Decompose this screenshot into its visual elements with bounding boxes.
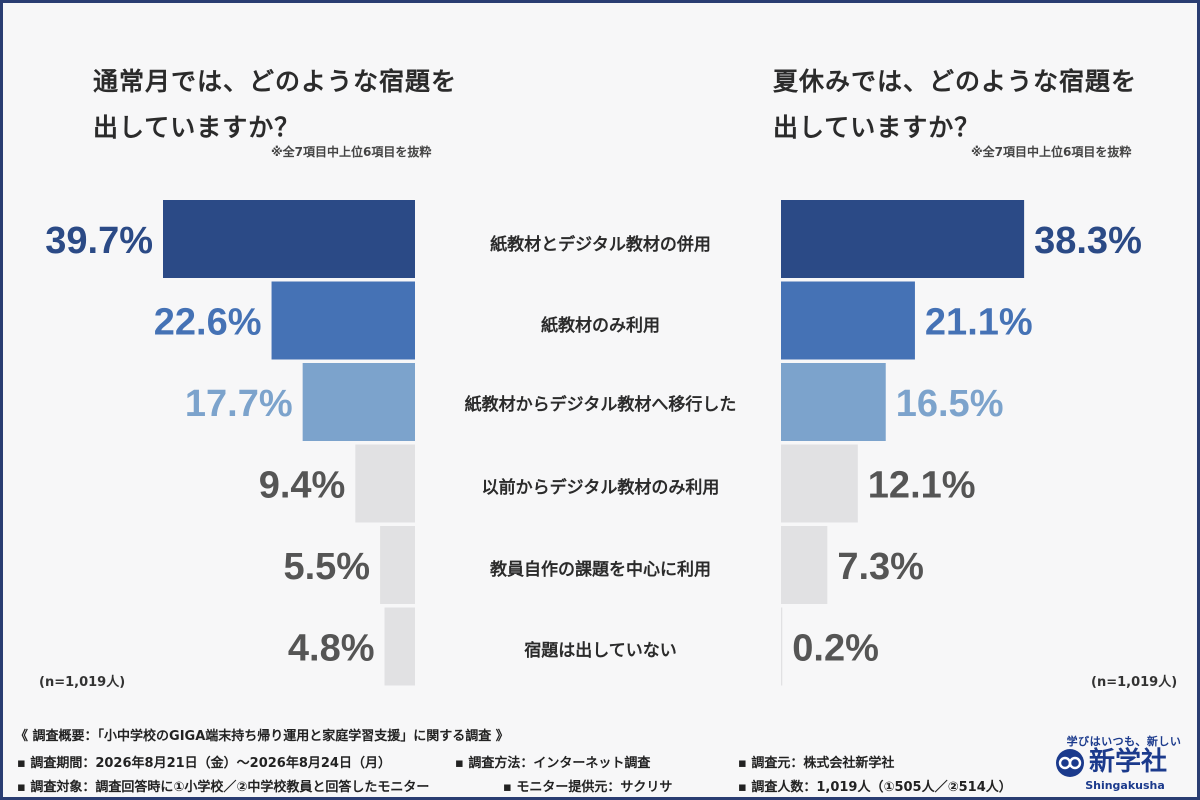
survey-period: ▪ 調査期間：2026年8月21日（金）〜2026年8月24日（月） xyxy=(17,756,391,771)
survey-count: ▪ 調査人数：1,019人（①505人／②514人） xyxy=(738,780,1012,795)
left-value-label-5: 4.8% xyxy=(288,628,375,670)
right-bar-2 xyxy=(781,363,886,441)
left-value-label-4: 5.5% xyxy=(283,546,370,588)
left-bar-4 xyxy=(380,526,415,604)
category-label-1: 紙教材のみ利用 xyxy=(541,316,660,336)
category-label-0: 紙教材とデジタル教材の併用 xyxy=(490,235,711,255)
mirrored-bar-chart: 39.7% 38.3% 22.6% 21.1% 17.7% 16.5% 9.4% 12.1% 5… xyxy=(45,200,1142,686)
logo-name: 新学社 xyxy=(1089,747,1168,777)
monitor-provider: ▪ モニター提供元：サクリサ xyxy=(503,780,673,795)
right-value-label-3: 12.1% xyxy=(868,465,976,507)
right-bar-4 xyxy=(781,526,828,604)
category-label-5: 宿題は出していない xyxy=(524,641,677,661)
right-value-label-5: 0.2% xyxy=(792,628,879,670)
right-value-label-0: 38.3% xyxy=(1034,220,1142,262)
survey-target: ▪ 調査対象：調査回答時に①小学校／②中学校教員と回答したモニター xyxy=(17,780,430,795)
left-bar-5 xyxy=(384,607,415,686)
right-chart-note: ※全7項目中上位6項目を抜粋 xyxy=(971,145,1132,159)
left-chart-note: ※全7項目中上位6項目を抜粋 xyxy=(271,145,432,159)
logo-english-name: Shingakusha xyxy=(1085,779,1165,792)
left-sample-size: (n=1,019人) xyxy=(39,675,126,690)
category-label-2: 紙教材からデジタル教材へ移行した xyxy=(464,395,737,415)
left-value-label-0: 39.7% xyxy=(45,220,153,262)
right-chart-title: 夏休みでは、どのような宿題を 出していますか？ xyxy=(773,67,1138,142)
right-value-label-4: 7.3% xyxy=(837,546,924,588)
category-label-4: 教員自作の課題を中心に利用 xyxy=(490,560,711,580)
right-bar-3 xyxy=(781,444,858,523)
right-bar-1 xyxy=(781,281,915,360)
right-bar-5 xyxy=(781,607,783,686)
left-value-label-3: 9.4% xyxy=(259,465,346,507)
right-value-label-2: 16.5% xyxy=(896,383,1004,425)
right-value-label-1: 21.1% xyxy=(925,302,1033,344)
right-sample-size: (n=1,019人) xyxy=(1091,675,1178,690)
category-label-3: 以前からデジタル教材のみ利用 xyxy=(481,478,720,498)
left-bar-1 xyxy=(271,281,415,360)
survey-method: ▪ 調査方法：インターネット調査 xyxy=(455,756,651,771)
left-bar-3 xyxy=(355,444,415,523)
logo-tagline: 学びはいつも、新しい xyxy=(1066,735,1182,748)
left-value-label-1: 22.6% xyxy=(154,302,262,344)
left-bar-0 xyxy=(163,200,415,278)
survey-summary: 《 調査概要：「小中学校のGIGA端末持ち帰り運用と家庭学習支援」に関する調査 … xyxy=(15,729,509,744)
left-chart-title: 通常月では、どのような宿題を 出していますか？ xyxy=(93,67,458,142)
left-bar-2 xyxy=(302,363,415,441)
survey-source: ▪ 調査元：株式会社新学社 xyxy=(738,756,895,771)
shingakusha-logo-icon xyxy=(1056,749,1084,777)
right-bar-0 xyxy=(781,200,1025,278)
left-value-label-2: 17.7% xyxy=(185,383,293,425)
